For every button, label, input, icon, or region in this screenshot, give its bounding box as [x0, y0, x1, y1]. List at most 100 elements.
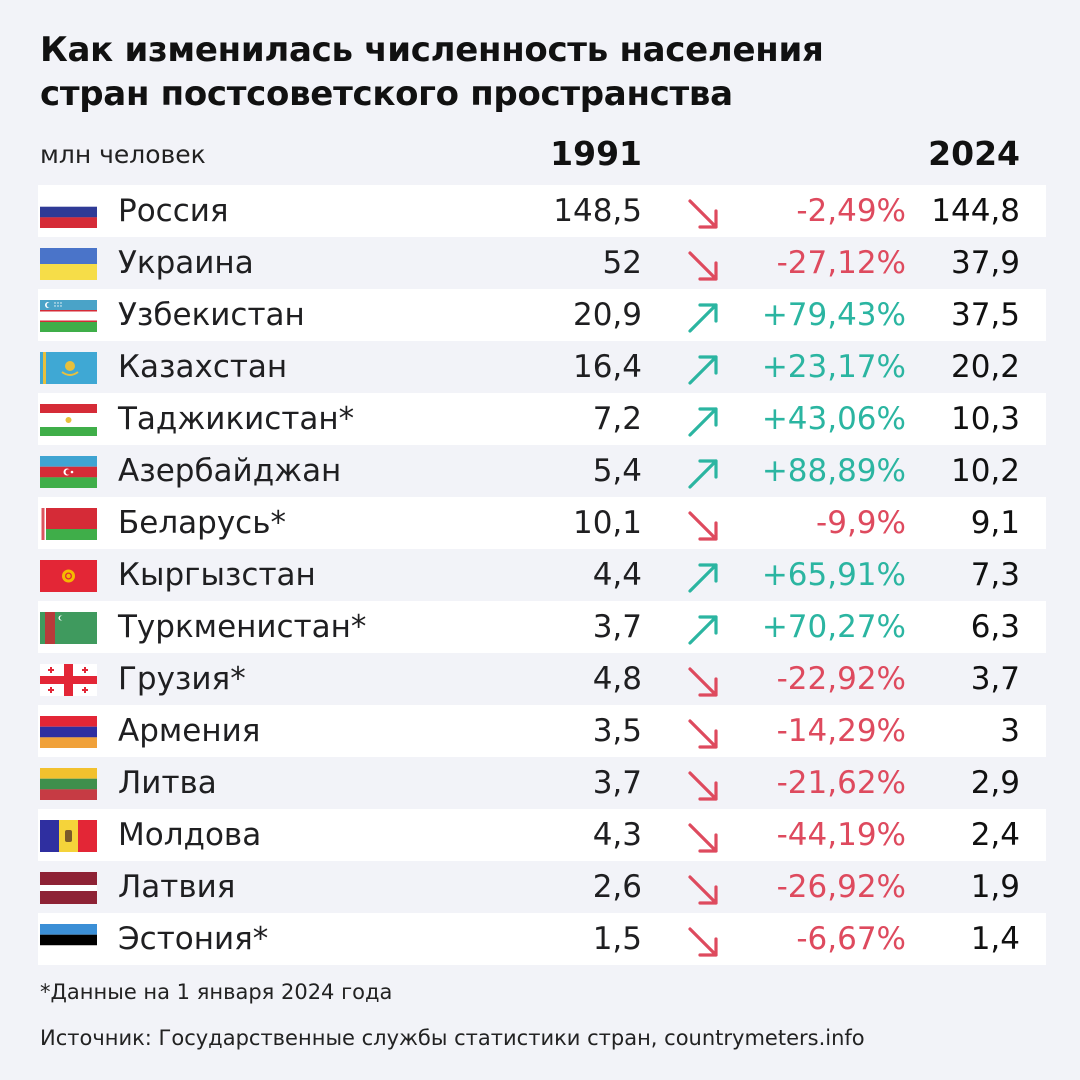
value-1991: 1,5 [592, 921, 642, 957]
country-name: Азербайджан [118, 453, 342, 489]
change-percent: +70,27% [761, 609, 906, 645]
table-row: Грузия* 4,8 -22,92% 3,7 [38, 653, 1046, 705]
change-percent: +43,06% [761, 401, 906, 437]
arrow-up-right-icon [686, 353, 722, 387]
moldova-flag-icon [40, 820, 97, 852]
value-1991: 52 [602, 245, 642, 281]
change-percent: -2,49% [796, 193, 906, 229]
change-percent: -22,92% [776, 661, 906, 697]
table-row: Азербайджан 5,4 +88,89% 10,2 [38, 445, 1046, 497]
country-name: Узбекистан [118, 297, 305, 333]
value-1991: 3,7 [592, 609, 642, 645]
value-2024: 1,4 [970, 921, 1020, 957]
arrow-down-right-icon [686, 873, 722, 907]
arrow-down-right-icon [686, 665, 722, 699]
change-percent: +79,43% [761, 297, 906, 333]
value-1991: 20,9 [572, 297, 642, 333]
armenia-flag-icon [40, 716, 97, 748]
arrow-up-right-icon [686, 613, 722, 647]
turkmenistan-flag-icon [40, 612, 97, 644]
value-2024: 144,8 [931, 193, 1020, 229]
value-2024: 7,3 [970, 557, 1020, 593]
change-percent: -21,62% [776, 765, 906, 801]
country-name: Россия [118, 193, 229, 229]
value-2024: 10,2 [950, 453, 1020, 489]
change-percent: +88,89% [761, 453, 906, 489]
country-name: Украина [118, 245, 254, 281]
arrow-down-right-icon [686, 509, 722, 543]
value-1991: 7,2 [592, 401, 642, 437]
units-label: млн человек [40, 140, 206, 169]
table-row: Армения 3,5 -14,29% 3 [38, 705, 1046, 757]
value-1991: 148,5 [553, 193, 642, 229]
change-percent: -6,67% [796, 921, 906, 957]
country-name: Армения [118, 713, 261, 749]
table-row: Россия 148,5 -2,49% 144,8 [38, 185, 1046, 237]
arrow-down-right-icon [686, 249, 722, 283]
arrow-up-right-icon [686, 301, 722, 335]
column-header-2024: 2024 [928, 134, 1020, 173]
georgia-flag-icon [40, 664, 97, 696]
table-row: Украина 52 -27,12% 37,9 [38, 237, 1046, 289]
change-percent: -14,29% [776, 713, 906, 749]
value-2024: 3,7 [970, 661, 1020, 697]
kyrgyzstan-flag-icon [40, 560, 97, 592]
ukraine-flag-icon [40, 248, 97, 280]
value-1991: 3,5 [592, 713, 642, 749]
change-percent: +65,91% [761, 557, 906, 593]
tajikistan-flag-icon [40, 404, 97, 436]
country-name: Грузия* [118, 661, 246, 697]
belarus-flag-icon [40, 508, 97, 540]
title-line-1: Как изменилась численность населения [40, 30, 824, 70]
russia-flag-icon [40, 196, 97, 228]
source-note: Источник: Государственные службы статист… [40, 1026, 865, 1050]
table-row: Литва 3,7 -21,62% 2,9 [38, 757, 1046, 809]
table-row: Эстония* 1,5 -6,67% 1,4 [38, 913, 1046, 965]
arrow-down-right-icon [686, 925, 722, 959]
value-1991: 16,4 [572, 349, 642, 385]
country-name: Молдова [118, 817, 262, 853]
arrow-up-right-icon [686, 457, 722, 491]
value-2024: 2,9 [970, 765, 1020, 801]
kazakhstan-flag-icon [40, 352, 97, 384]
value-1991: 4,3 [592, 817, 642, 853]
value-2024: 3 [1000, 713, 1020, 749]
column-header-1991: 1991 [550, 134, 642, 173]
page-title: Как изменилась численность населения стр… [40, 28, 1040, 116]
title-line-2: стран постсоветского пространства [40, 74, 733, 114]
table-row: Молдова 4,3 -44,19% 2,4 [38, 809, 1046, 861]
arrow-down-right-icon [686, 769, 722, 803]
country-name: Литва [118, 765, 217, 801]
table-row: Узбекистан 20,9 +79,43% 37,5 [38, 289, 1046, 341]
country-name: Эстония* [118, 921, 269, 957]
value-1991: 10,1 [572, 505, 642, 541]
value-2024: 1,9 [970, 869, 1020, 905]
value-1991: 5,4 [592, 453, 642, 489]
arrow-up-right-icon [686, 405, 722, 439]
table-row: Казахстан 16,4 +23,17% 20,2 [38, 341, 1046, 393]
change-percent: +23,17% [761, 349, 906, 385]
value-2024: 2,4 [970, 817, 1020, 853]
population-table: Россия 148,5 -2,49% 144,8 Украина 52 -27,12% 37… [38, 185, 1046, 965]
table-row: Кыргызстан 4,4 +65,91% 7,3 [38, 549, 1046, 601]
change-percent: -44,19% [776, 817, 906, 853]
value-2024: 9,1 [970, 505, 1020, 541]
lithuania-flag-icon [40, 768, 97, 800]
value-1991: 4,4 [592, 557, 642, 593]
table-row: Латвия 2,6 -26,92% 1,9 [38, 861, 1046, 913]
table-row: Беларусь* 10,1 -9,9% 9,1 [38, 497, 1046, 549]
country-name: Латвия [118, 869, 236, 905]
arrow-down-right-icon [686, 717, 722, 751]
value-1991: 2,6 [592, 869, 642, 905]
value-1991: 4,8 [592, 661, 642, 697]
change-percent: -9,9% [816, 505, 906, 541]
change-percent: -26,92% [776, 869, 906, 905]
value-2024: 37,9 [950, 245, 1020, 281]
value-2024: 37,5 [950, 297, 1020, 333]
uzbekistan-flag-icon [40, 300, 97, 332]
country-name: Беларусь* [118, 505, 286, 541]
table-row: Туркменистан* 3,7 +70,27% 6,3 [38, 601, 1046, 653]
value-1991: 3,7 [592, 765, 642, 801]
country-name: Таджикистан* [118, 401, 355, 437]
footnote: *Данные на 1 января 2024 года [40, 980, 393, 1004]
